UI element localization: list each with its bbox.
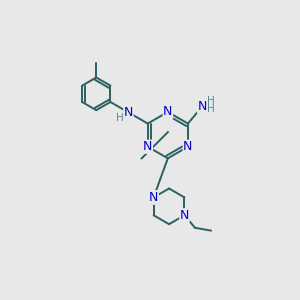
Text: N: N <box>124 106 133 119</box>
Text: N: N <box>149 191 158 204</box>
Text: H: H <box>116 113 124 123</box>
Text: N: N <box>180 209 189 222</box>
Text: H: H <box>207 95 215 106</box>
Text: N: N <box>163 106 172 118</box>
Text: N: N <box>198 100 207 113</box>
Text: N: N <box>149 191 158 204</box>
Text: N: N <box>143 140 152 153</box>
Text: N: N <box>183 140 193 153</box>
Text: H: H <box>207 104 215 114</box>
